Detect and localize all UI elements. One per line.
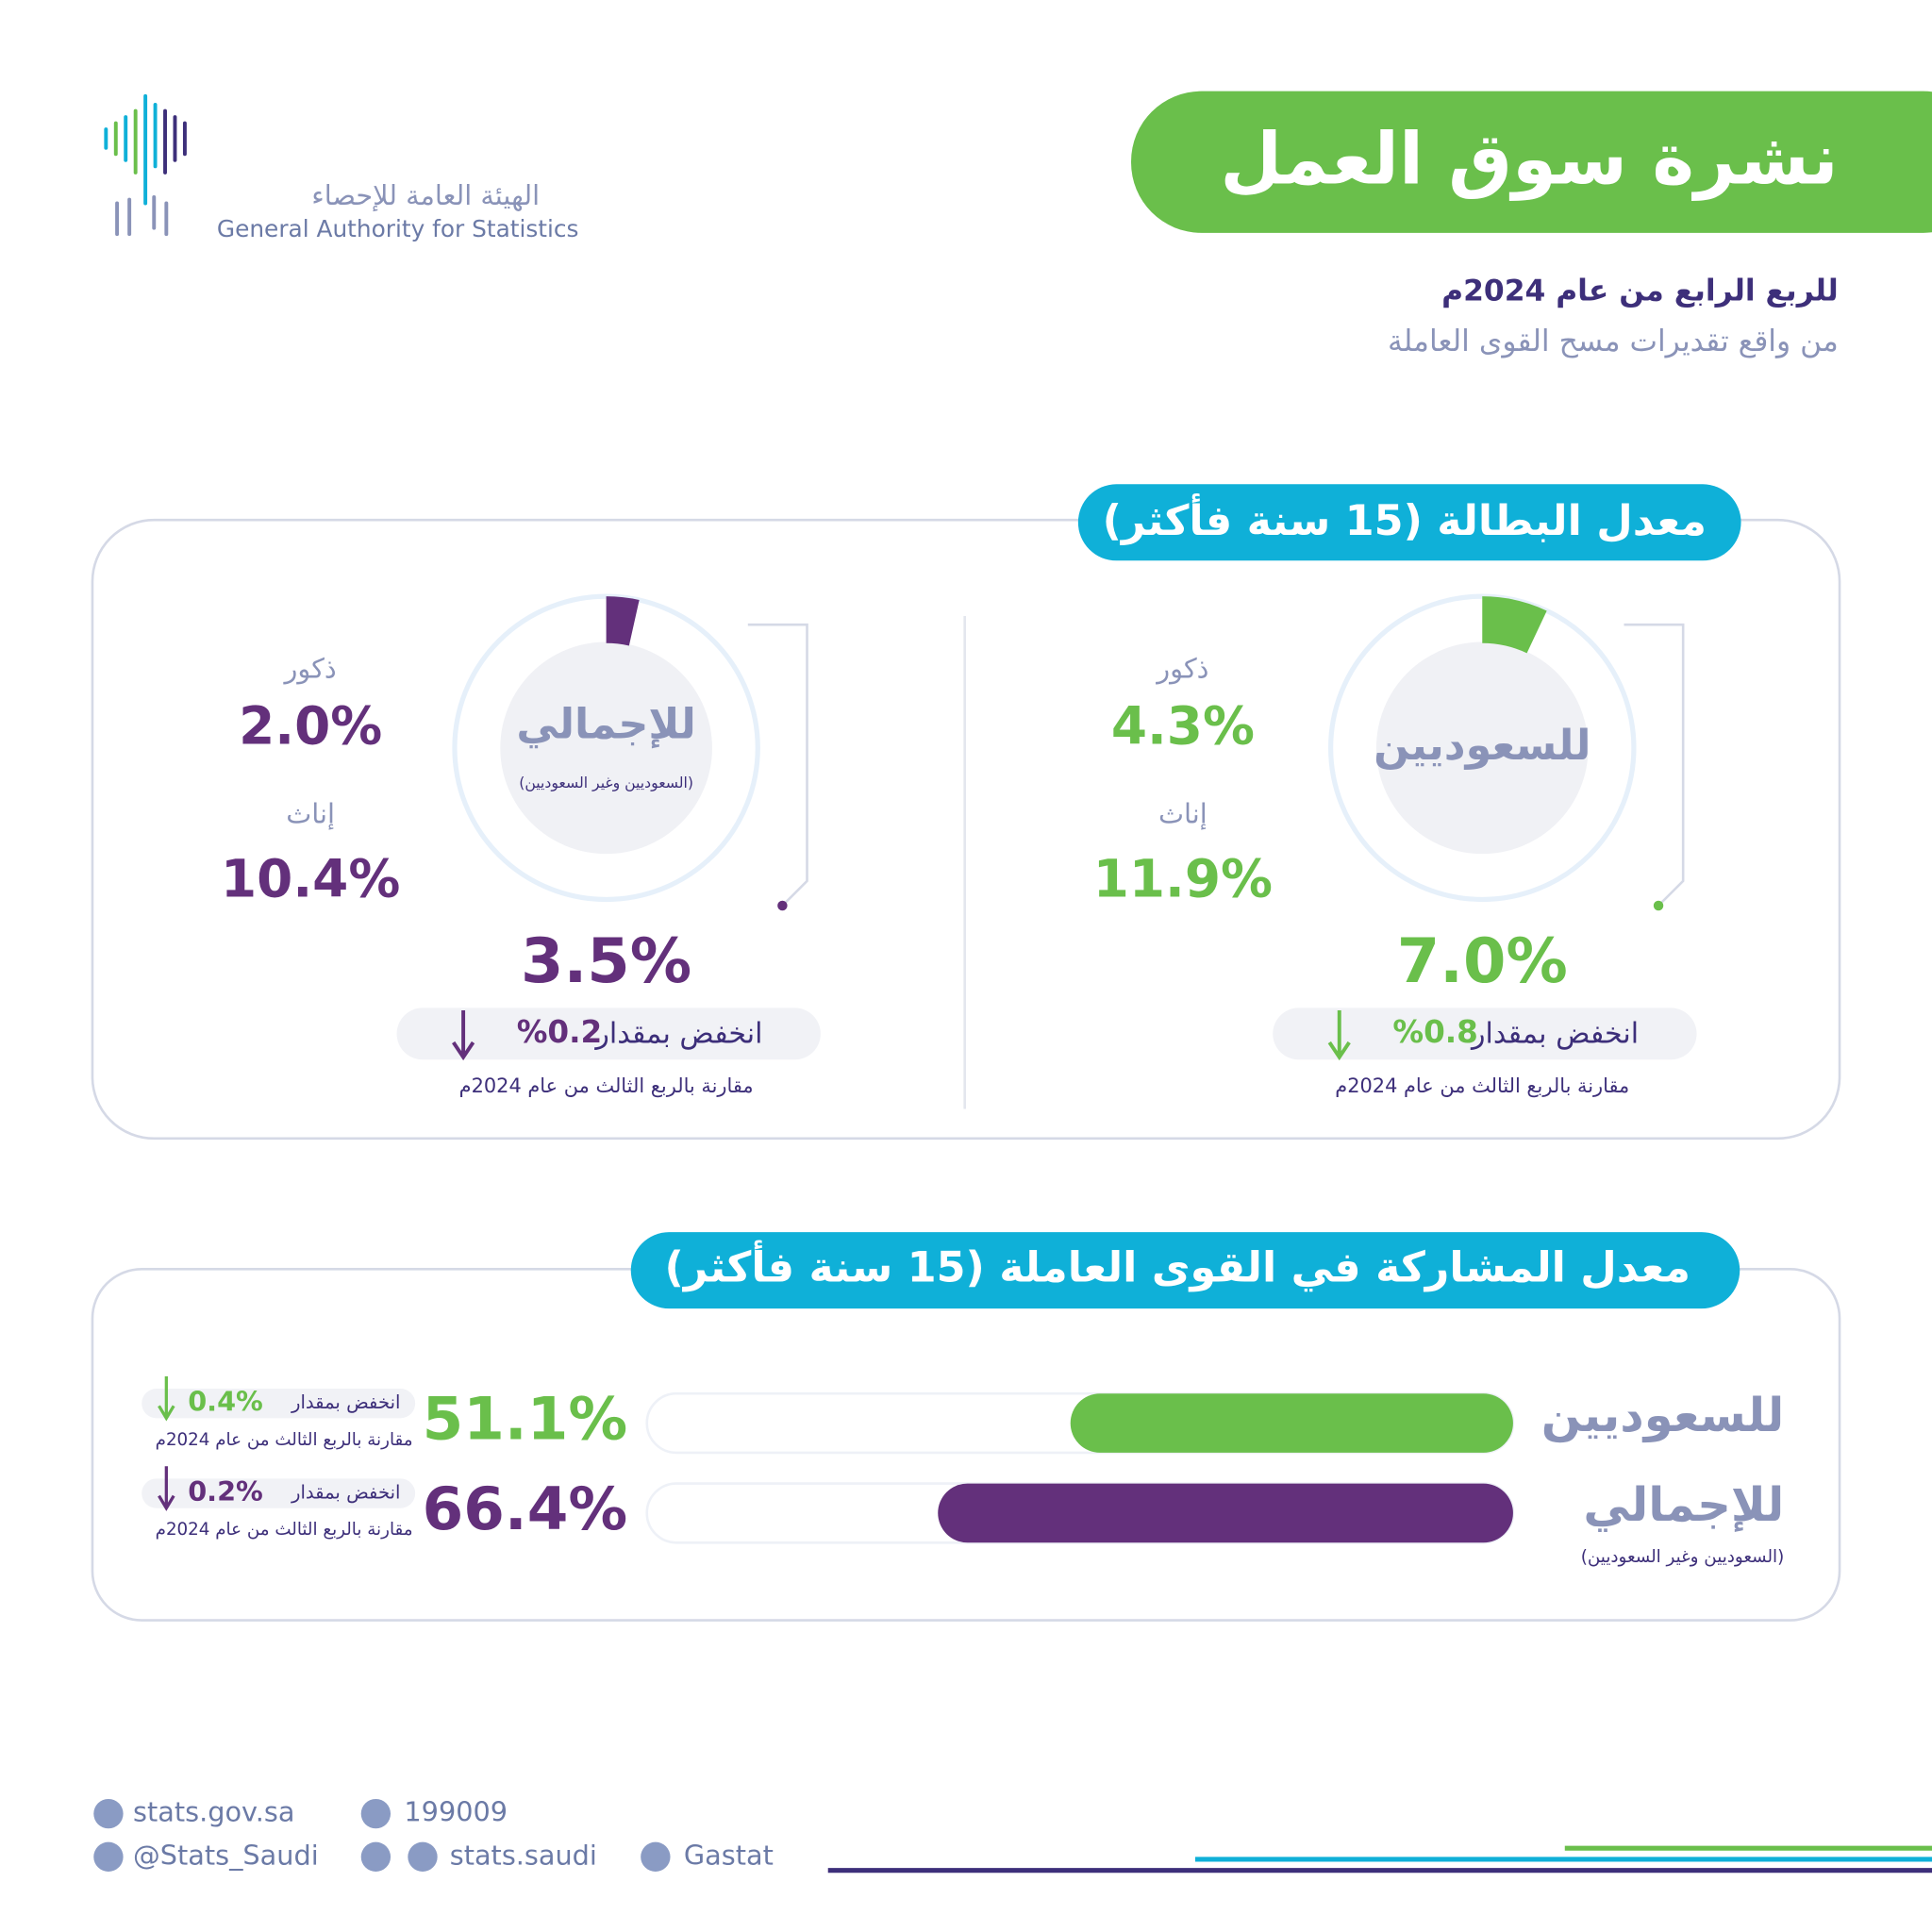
icon <box>360 1798 391 1829</box>
males: 2.0% <box>239 695 382 756</box>
change: %0.8 <box>1392 1014 1478 1050</box>
period: للربع الرابع من عام 2024م <box>1441 275 1839 308</box>
icon <box>408 1841 438 1872</box>
change-pill <box>142 1389 416 1419</box>
org-en: General Authority for Statistics <box>217 215 579 242</box>
bracket <box>747 623 808 905</box>
footer-website: stats.gov.sa <box>133 1796 294 1828</box>
section-banner <box>1077 484 1741 561</box>
comparison: مقارنة بالربع الثالث من عام 2024م <box>156 1520 413 1540</box>
comparison: مقارنة بالربع الثالث من عام 2024م <box>1335 1074 1629 1097</box>
icon <box>93 1841 124 1872</box>
comparison: مقارنة بالربع الثالث من عام 2024م <box>156 1430 413 1450</box>
footer-x: @Stats_Saudi <box>133 1839 319 1871</box>
bar <box>938 1483 1513 1543</box>
arrow <box>1327 1010 1351 1061</box>
females: 10.4% <box>221 848 400 908</box>
footer-linkedin: Gastat <box>684 1839 774 1871</box>
row-label: للإجمالي <box>1583 1477 1784 1532</box>
org-ar: الهيئة العامة للإحصاء <box>311 179 540 212</box>
females-label: إناث <box>286 798 335 831</box>
icon <box>641 1841 671 1872</box>
footer-social: stats.saudi <box>450 1839 597 1871</box>
rate: 51.1% <box>423 1385 627 1454</box>
bracket-dot <box>777 900 788 911</box>
males: 4.3% <box>1111 695 1255 756</box>
comparison: مقارنة بالربع الثالث من عام 2024م <box>459 1074 754 1097</box>
ring-arc <box>1481 596 1547 654</box>
females-label: إناث <box>1158 798 1208 831</box>
change-pill <box>1273 1008 1697 1060</box>
ring-inner <box>500 641 712 855</box>
bar <box>1070 1393 1513 1453</box>
logo <box>104 93 187 237</box>
source: من واقع تقديرات مسح القوى العاملة <box>1388 325 1839 358</box>
group-label: للإجمالي <box>516 701 695 749</box>
footer-phone: 199009 <box>404 1796 508 1828</box>
icon <box>93 1798 124 1829</box>
bracket <box>1624 623 1685 905</box>
males-label: ذكور <box>283 653 337 685</box>
change-label: انخفض بمقدار <box>291 1482 400 1504</box>
title-banner <box>1131 91 1932 233</box>
section-title: معدل المشاركة في القوى العاملة (15 سنة ف… <box>665 1241 1690 1292</box>
bracket-dot <box>1653 900 1664 911</box>
rate: 3.5% <box>521 925 691 997</box>
change-pill <box>396 1008 821 1060</box>
rate: 7.0% <box>1397 925 1568 997</box>
change-label: انخفض بمقدار <box>291 1391 400 1413</box>
section-title: معدل البطالة (15 سنة فأكثر) <box>1103 493 1707 545</box>
change-label: انخفض بمقدار <box>1470 1018 1639 1051</box>
row-sublabel: (السعوديين وغير السعوديين) <box>1581 1547 1784 1567</box>
change: 0.2% <box>188 1475 263 1507</box>
males-label: ذكور <box>1155 653 1208 685</box>
change: 0.4% <box>188 1386 263 1418</box>
change-label: انخفض بمقدار <box>593 1018 762 1051</box>
arrow <box>158 1466 175 1511</box>
change: %0.2 <box>517 1014 603 1050</box>
females: 11.9% <box>1093 848 1273 908</box>
group-sublabel: (السعوديين وغير السعوديين) <box>519 774 693 792</box>
title: نشرة سوق العمل <box>1220 118 1838 202</box>
row-label: للسعوديين <box>1541 1388 1785 1443</box>
ring-arc <box>605 596 640 646</box>
footer-lines <box>827 1845 1932 1874</box>
rate: 66.4% <box>423 1474 627 1543</box>
arrow <box>158 1375 175 1422</box>
ring-inner <box>1375 641 1589 855</box>
section-banner <box>630 1232 1740 1309</box>
icon <box>360 1841 391 1872</box>
change-pill <box>142 1478 416 1508</box>
arrow <box>452 1010 475 1061</box>
group-label: للسعوديين <box>1374 722 1591 770</box>
